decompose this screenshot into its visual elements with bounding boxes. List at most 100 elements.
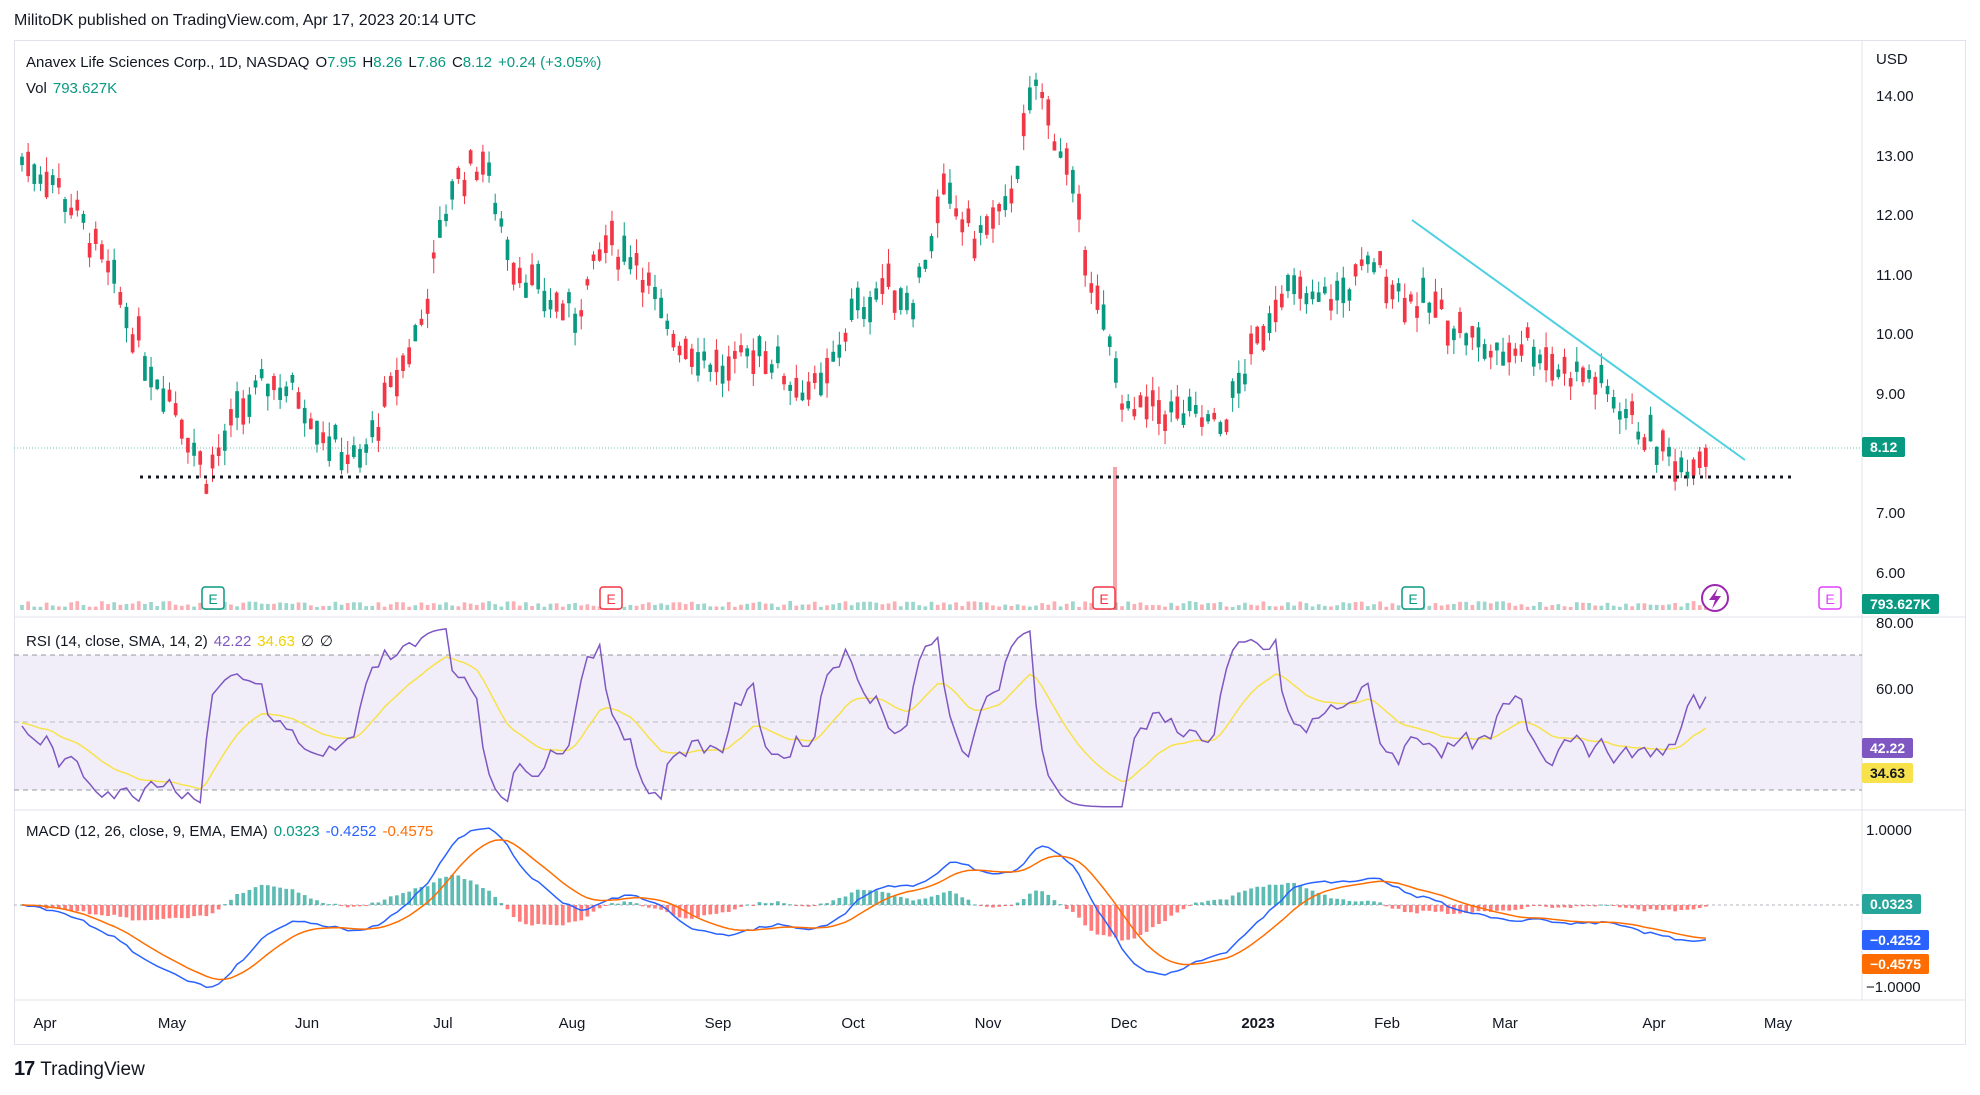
candle — [1329, 284, 1333, 321]
volume-bar — [683, 604, 688, 610]
candle — [321, 421, 325, 451]
macd-layers — [20, 827, 1708, 989]
candle-body — [173, 403, 178, 416]
volume-bar — [1015, 604, 1020, 610]
volume-bar — [130, 603, 135, 610]
macd-legend[interactable]: MACD (12, 26, close, 9, EMA, EMA) 0.0323-… — [26, 823, 439, 840]
low-value: 7.86 — [416, 54, 446, 71]
candle — [1175, 384, 1180, 421]
candle — [339, 437, 344, 475]
macd-histogram-bar — [776, 901, 780, 905]
candle — [1114, 351, 1118, 389]
candle-body — [517, 267, 522, 284]
candle-body — [1476, 327, 1481, 348]
candle-body — [954, 208, 958, 217]
candle — [327, 422, 332, 467]
volume-bar — [1193, 602, 1198, 610]
macd-histogram-bar — [1107, 905, 1112, 937]
candle-body — [149, 366, 153, 388]
volume-bar — [474, 604, 479, 610]
volume-bar — [1243, 602, 1247, 610]
candle — [1107, 334, 1112, 356]
volume-bar — [898, 606, 903, 610]
rsi-name[interactable]: RSI (14, close, SMA, 14, 2) — [26, 633, 208, 650]
macd-histogram-bar — [81, 905, 86, 912]
candle-body — [696, 352, 700, 376]
candle — [530, 253, 534, 287]
candle-body — [1132, 409, 1137, 417]
volume-bar — [714, 606, 719, 610]
candle — [1624, 398, 1628, 430]
candle — [782, 373, 786, 391]
volume-bar — [739, 604, 743, 610]
candle-body — [966, 208, 971, 224]
volume-bar — [481, 602, 485, 610]
candle — [462, 171, 467, 205]
time-label: May — [158, 1015, 187, 1032]
candle — [1366, 251, 1370, 273]
candle — [431, 239, 436, 274]
candle-body — [849, 298, 854, 320]
macd-histogram-bar — [284, 888, 289, 905]
volume-bar — [26, 601, 30, 610]
high-label: H — [362, 54, 374, 71]
rsi-legend[interactable]: RSI (14, close, SMA, 14, 2) 42.22 34.63 ∅ ∅ — [26, 632, 339, 650]
candle — [1372, 258, 1376, 275]
volume-bar — [591, 605, 596, 610]
price-tick: 14.00 — [1876, 88, 1914, 105]
macd-histogram-bar — [1667, 905, 1671, 910]
macd-line — [21, 827, 1707, 989]
volume-bar — [1568, 606, 1573, 610]
candle-body — [438, 219, 442, 238]
candle — [1028, 76, 1032, 114]
candle-body — [1218, 422, 1223, 435]
candle — [511, 261, 516, 291]
macd-histogram-bar — [1064, 905, 1069, 910]
macd-histogram-bar — [1052, 900, 1057, 905]
macd-histogram-bar — [769, 902, 774, 905]
footer[interactable]: 17 TradingView — [14, 1058, 145, 1081]
volume-bar — [1685, 602, 1690, 610]
volume-legend[interactable]: Vol 793.627K — [26, 80, 123, 97]
candle — [972, 230, 977, 262]
macd-histogram-bar — [782, 903, 786, 905]
volume-bar — [542, 606, 547, 610]
candle — [1120, 394, 1124, 422]
candle-body — [991, 207, 995, 229]
trendline — [1411, 219, 1746, 461]
candle — [536, 260, 541, 294]
symbol-name[interactable]: Anavex Life Sciences Corp., 1D, NASDAQ — [26, 54, 310, 71]
macd-histogram-bar — [278, 887, 282, 905]
candle-body — [1230, 381, 1235, 398]
macd-name[interactable]: MACD (12, 26, close, 9, EMA, EMA) — [26, 823, 268, 840]
volume-bar — [560, 606, 565, 610]
candle — [395, 357, 399, 406]
macd-histogram-bar — [1316, 892, 1321, 905]
candle-body — [333, 424, 338, 440]
volume-bar — [837, 602, 842, 610]
earnings-marker: E — [599, 586, 623, 610]
macd-histogram-bar — [1304, 888, 1309, 905]
rsi-value: 42.22 — [213, 633, 252, 650]
chart-frame[interactable] — [14, 40, 1966, 1045]
candle-body — [1261, 325, 1266, 351]
candle — [653, 274, 657, 311]
volume-bar — [155, 606, 160, 610]
candle-body — [886, 263, 891, 287]
candle — [1206, 410, 1210, 425]
candle — [284, 381, 289, 403]
volume-bar — [886, 603, 891, 610]
candle-body — [560, 303, 565, 321]
candle — [917, 263, 922, 284]
macd-histogram-bar — [1249, 888, 1253, 905]
macd-histogram-bar — [143, 905, 147, 921]
main-legend[interactable]: Anavex Life Sciences Corp., 1D, NASDAQ O7… — [26, 54, 607, 71]
candle-body — [1243, 373, 1247, 385]
macd-histogram-bar — [603, 905, 608, 906]
candle-body — [26, 151, 30, 177]
candle-body — [1359, 259, 1364, 266]
candle-body — [941, 173, 946, 195]
candle — [493, 193, 498, 221]
candle-body — [1329, 298, 1333, 311]
